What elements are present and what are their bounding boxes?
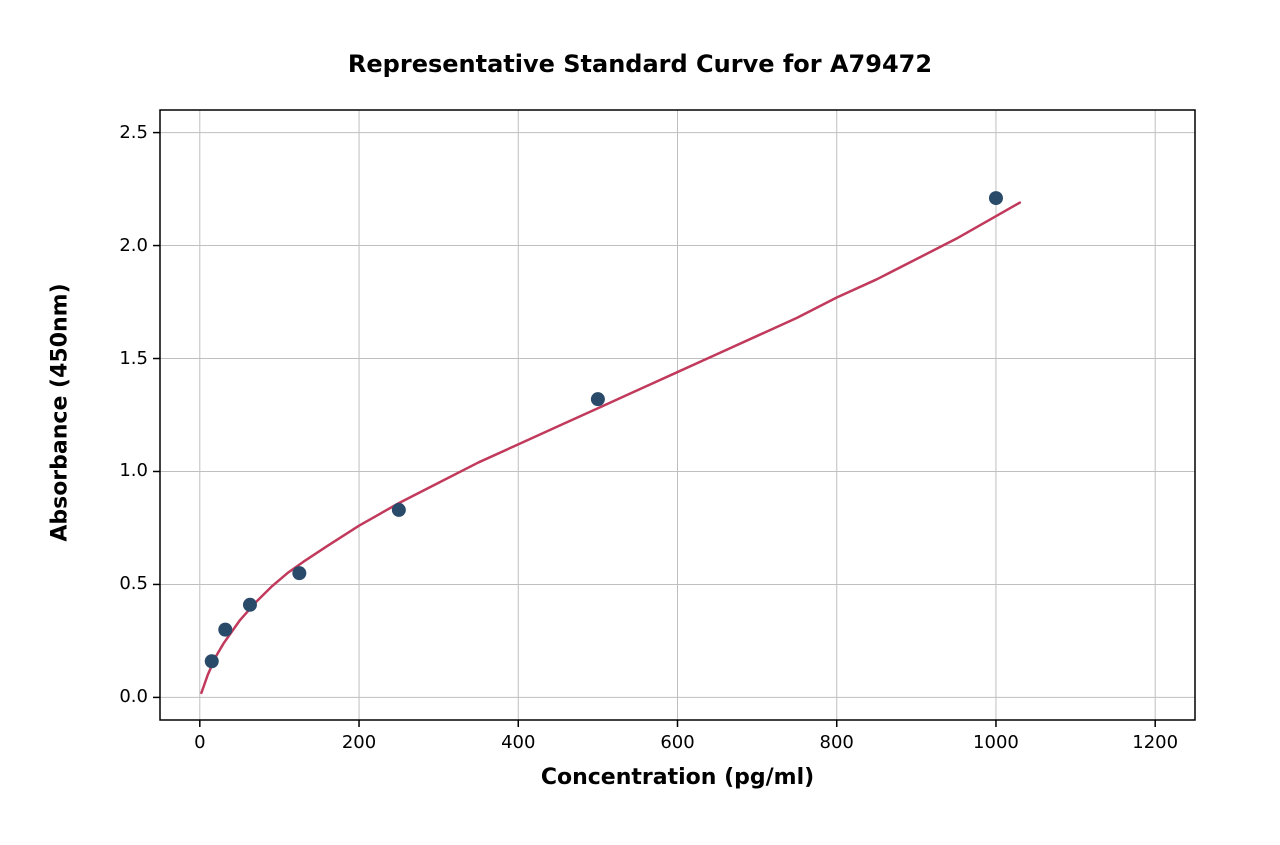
chart-container: Representative Standard Curve for A79472… <box>0 0 1280 845</box>
chart-title: Representative Standard Curve for A79472 <box>0 50 1280 78</box>
y-tick-label: 0.0 <box>119 686 148 707</box>
y-tick-label: 2.5 <box>119 122 148 143</box>
x-tick-label: 600 <box>648 732 708 753</box>
x-tick-label: 1000 <box>966 732 1026 753</box>
x-axis-label: Concentration (pg/ml) <box>160 765 1195 790</box>
y-tick-label: 1.0 <box>119 460 148 481</box>
y-tick-label: 1.5 <box>119 348 148 369</box>
x-tick-label: 1200 <box>1125 732 1185 753</box>
x-tick-label: 200 <box>329 732 389 753</box>
y-tick-label: 0.5 <box>119 573 148 594</box>
x-tick-label: 400 <box>488 732 548 753</box>
y-axis-label: Absorbance (450nm) <box>48 273 73 553</box>
y-tick-label: 2.0 <box>119 235 148 256</box>
x-tick-label: 800 <box>807 732 867 753</box>
x-tick-label: 0 <box>170 732 230 753</box>
chart-svg <box>0 0 1280 845</box>
